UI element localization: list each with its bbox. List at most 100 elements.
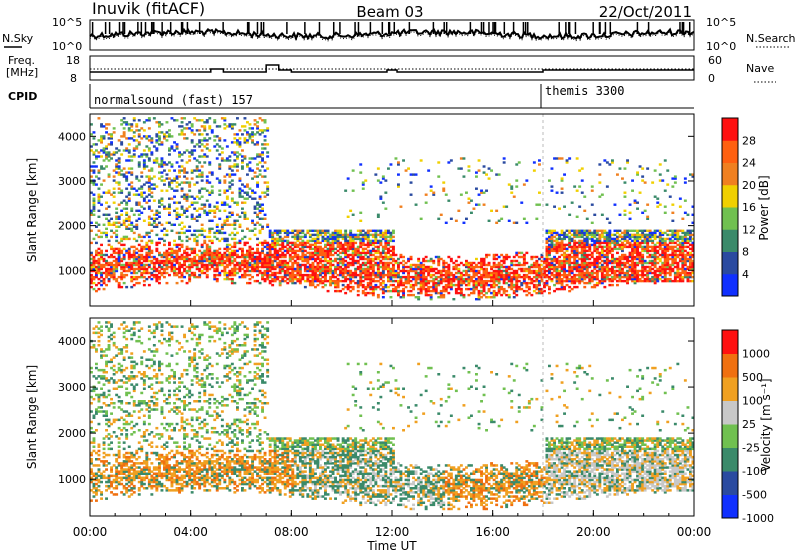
power-cell bbox=[585, 265, 589, 269]
power-cell bbox=[492, 257, 496, 261]
power-cell bbox=[258, 209, 262, 212]
power-cell bbox=[150, 277, 154, 281]
power-cell bbox=[105, 269, 108, 273]
power-cell bbox=[233, 173, 237, 176]
power-cell bbox=[180, 257, 184, 261]
power-cell bbox=[459, 287, 463, 291]
power-cell bbox=[487, 261, 491, 265]
power-cell bbox=[437, 217, 441, 220]
power-cell bbox=[102, 135, 106, 138]
power-cell bbox=[173, 259, 176, 263]
power-cell bbox=[424, 201, 428, 204]
power-cell bbox=[135, 251, 139, 255]
power-cell bbox=[117, 149, 121, 152]
power-cell bbox=[563, 259, 566, 263]
power-cell bbox=[112, 271, 116, 275]
power-cell bbox=[392, 259, 395, 263]
power-cell bbox=[291, 255, 295, 259]
power-cell bbox=[218, 257, 222, 261]
power-cell bbox=[298, 231, 302, 235]
power-cell bbox=[97, 201, 101, 204]
power-cell bbox=[595, 283, 599, 287]
power-cell bbox=[369, 229, 373, 232]
power-cell bbox=[233, 265, 237, 269]
power-cell bbox=[495, 263, 499, 267]
power-cell bbox=[188, 127, 192, 130]
power-cell bbox=[500, 277, 504, 281]
power-cell bbox=[183, 275, 186, 279]
power-cell bbox=[545, 255, 549, 259]
power-cell bbox=[334, 233, 337, 237]
power-cell bbox=[467, 283, 471, 287]
power-cell bbox=[570, 229, 574, 232]
power-cell bbox=[105, 275, 108, 279]
power-cell bbox=[590, 279, 594, 283]
power-cell bbox=[200, 171, 204, 174]
power-cell bbox=[356, 285, 360, 289]
power-cell bbox=[392, 279, 395, 283]
power-cell bbox=[163, 275, 166, 279]
power-cell bbox=[376, 213, 380, 216]
power-cell bbox=[150, 153, 154, 156]
power-cell bbox=[117, 275, 121, 279]
power-cell bbox=[616, 275, 619, 279]
power-cell bbox=[329, 269, 332, 273]
power-cell bbox=[261, 241, 264, 245]
power-cell bbox=[437, 296, 441, 299]
power-cell bbox=[168, 129, 171, 132]
power-cell bbox=[364, 179, 368, 182]
power-cell bbox=[276, 275, 280, 279]
power-cell bbox=[155, 139, 159, 142]
power-cell bbox=[276, 257, 280, 261]
power-cell bbox=[147, 159, 151, 162]
power-cell bbox=[132, 263, 136, 267]
power-cell bbox=[346, 261, 350, 265]
power-cell bbox=[130, 245, 134, 249]
power-cell bbox=[399, 283, 403, 287]
power-cell bbox=[183, 193, 186, 196]
power-cell bbox=[147, 181, 151, 184]
power-cell bbox=[130, 181, 134, 184]
power-cell bbox=[261, 227, 264, 230]
power-cell bbox=[636, 261, 639, 265]
power-cell bbox=[178, 183, 181, 186]
power-cell bbox=[555, 261, 559, 265]
power-cell bbox=[308, 245, 312, 249]
power-cell bbox=[170, 267, 174, 271]
power-cell bbox=[213, 231, 217, 235]
power-cell bbox=[233, 243, 237, 247]
power-cell bbox=[205, 265, 209, 269]
power-cell bbox=[205, 235, 209, 239]
power-cell bbox=[364, 231, 368, 235]
power-cell bbox=[253, 223, 257, 226]
power-cell bbox=[608, 247, 612, 251]
power-cell bbox=[293, 241, 297, 245]
power-cell bbox=[553, 273, 556, 277]
power-cell bbox=[107, 269, 111, 273]
power-cell bbox=[336, 285, 340, 289]
power-cell bbox=[595, 261, 599, 265]
power-cell bbox=[595, 269, 599, 273]
power-cell bbox=[439, 269, 443, 273]
power-cell bbox=[241, 253, 244, 257]
power-cell bbox=[583, 209, 587, 212]
power-cell bbox=[188, 257, 192, 261]
power-cell bbox=[105, 231, 108, 235]
power-cell bbox=[490, 169, 493, 172]
power-cell bbox=[95, 249, 98, 253]
power-cell bbox=[185, 195, 189, 198]
power-cell bbox=[437, 259, 441, 263]
power-cell bbox=[223, 231, 227, 235]
power-cell bbox=[316, 229, 320, 232]
power-cell bbox=[605, 261, 609, 265]
power-cell bbox=[583, 265, 587, 269]
power-cell bbox=[127, 155, 131, 158]
power-cell bbox=[105, 249, 108, 253]
power-cell bbox=[90, 149, 93, 152]
power-cell bbox=[507, 271, 511, 275]
power-cell bbox=[510, 287, 514, 291]
power-cell bbox=[598, 181, 602, 184]
power-cell bbox=[394, 253, 398, 257]
power-cell bbox=[281, 255, 285, 259]
power-cell bbox=[452, 261, 456, 265]
